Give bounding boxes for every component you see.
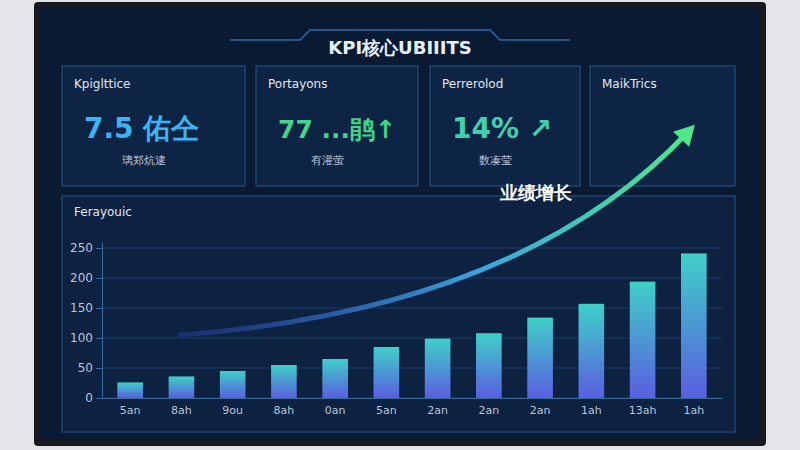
tick-label: 0an — [325, 404, 346, 417]
tick-label: 1ah — [581, 404, 602, 417]
bar — [271, 365, 297, 398]
tick: 1ah — [683, 398, 704, 417]
tick-mark — [96, 248, 102, 249]
chart-panel — [62, 196, 735, 432]
card-title: MaikTrics — [602, 77, 657, 91]
grid-line — [102, 398, 722, 399]
card-value: 7.5 佑仝 — [84, 112, 199, 145]
card-box — [62, 66, 245, 186]
card-box — [430, 66, 580, 186]
kpi-card: Perrerolod 14% ↗ 数凑莹 — [430, 66, 580, 186]
bar — [425, 339, 451, 398]
tick-label: 5an — [120, 404, 141, 417]
tick-label: 8ah — [171, 404, 192, 417]
tick: 1ah — [581, 398, 602, 417]
bar — [579, 304, 605, 398]
bar — [220, 371, 246, 398]
tick: 8ah — [274, 398, 295, 417]
tick-label: 1ah — [683, 404, 704, 417]
tick-label: 200 — [70, 271, 93, 285]
tick: 5an — [376, 398, 397, 417]
tick-label: 13ah — [629, 404, 657, 417]
dashboard: KPI核心UBIIITS Kpiglttice 7.5 佑仝璃郑炕逮 Portayon… — [0, 0, 800, 450]
card-caption: 数凑莹 — [479, 154, 512, 167]
grid — [102, 248, 722, 398]
tick-label: 2an — [479, 404, 500, 417]
arrow-head — [673, 125, 695, 147]
tick-label: 8ah — [274, 404, 295, 417]
annotation: 业绩增长 — [499, 182, 573, 203]
kpi-card: Portayons 77 ...鹃↑ 有灌萤 — [256, 66, 418, 186]
tick: 50 — [78, 361, 102, 375]
tick: 2an — [479, 398, 500, 417]
grid-line — [102, 338, 722, 339]
tick: 0an — [325, 398, 346, 417]
card-title: Perrerolod — [442, 77, 503, 91]
bezel — [34, 2, 766, 446]
tick-label: 150 — [70, 301, 93, 315]
grid-line — [102, 248, 722, 249]
header-title: KPI核心UBIIITS — [328, 37, 472, 58]
card-value: 14% ↗ — [452, 112, 552, 145]
bars — [117, 253, 706, 398]
tick-label: 5an — [376, 404, 397, 417]
bar — [630, 282, 656, 398]
tick: 9ou — [222, 398, 243, 417]
bar — [476, 333, 502, 398]
tick: 5an — [120, 398, 141, 417]
tick-label: 250 — [70, 241, 93, 255]
bar — [117, 382, 143, 398]
card-title: Portayons — [268, 77, 327, 91]
tick: 2an — [427, 398, 448, 417]
card-caption: 有灌萤 — [311, 154, 344, 167]
tick: 13ah — [629, 398, 657, 417]
tick-mark — [96, 338, 102, 339]
grid-line — [102, 278, 722, 279]
card-caption: 璃郑炕逮 — [122, 154, 166, 167]
tick: 0 — [85, 391, 102, 405]
bar — [169, 376, 195, 398]
tick-label: 0 — [85, 391, 93, 405]
tick: 200 — [70, 271, 102, 285]
bar — [322, 359, 348, 398]
tick: 150 — [70, 301, 102, 315]
kpi-card: Kpiglttice 7.5 佑仝璃郑炕逮 — [62, 66, 245, 186]
axis-line — [103, 398, 723, 399]
tick-label: 9ou — [222, 404, 243, 417]
tick-mark — [96, 308, 102, 309]
tick-mark — [96, 368, 102, 369]
kpi-card: MaikTrics — [590, 66, 735, 186]
tick: 250 — [70, 241, 102, 255]
bar — [374, 347, 400, 398]
growth-arrow — [180, 132, 688, 335]
screen — [40, 8, 760, 440]
tick-mark — [96, 278, 102, 279]
tick-label: 100 — [70, 331, 93, 345]
tick-label: 50 — [78, 361, 93, 375]
card-box — [590, 66, 735, 186]
tick-label: 2an — [530, 404, 551, 417]
tick: 100 — [70, 331, 102, 345]
grid-line — [102, 308, 722, 309]
y-axis: 0 50 100 150 200 250 — [70, 241, 102, 405]
bar — [681, 253, 707, 398]
tick: 2an — [530, 398, 551, 417]
axis-line — [102, 243, 103, 399]
tick-label: 2an — [427, 404, 448, 417]
bar — [527, 318, 553, 398]
tick: 8ah — [171, 398, 192, 417]
x-axis: 5an 8ah 9ou 8ah 0an 5an 2an 2an 2an 1ah 13ah 1ah — [103, 398, 723, 417]
card-title: Kpiglttice — [74, 77, 131, 91]
tick-mark — [96, 398, 102, 399]
card-value: 77 ...鹃↑ — [278, 115, 396, 144]
card-box — [256, 66, 418, 186]
grid-line — [102, 368, 722, 369]
chart-title: Ferayouic — [74, 205, 132, 219]
